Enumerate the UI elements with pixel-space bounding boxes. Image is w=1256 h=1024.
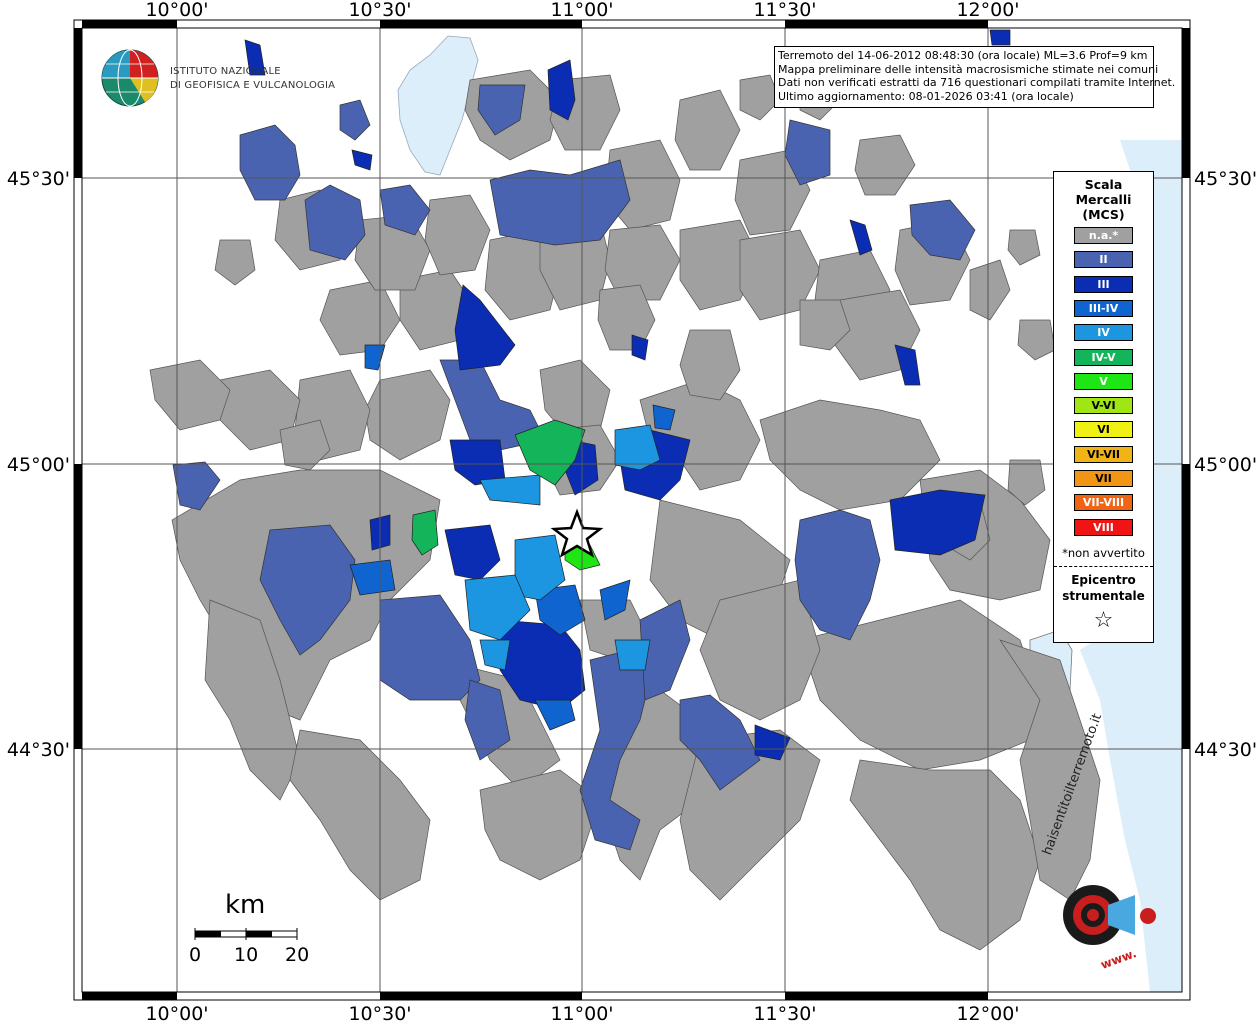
mcs-legend: Scala Mercalli (MCS) n.a.* II III III-IV IV I… bbox=[1053, 171, 1154, 643]
lat-label: 45°30' bbox=[1194, 168, 1256, 190]
legend-swatch: V bbox=[1074, 372, 1133, 390]
info-line-2: Mappa preliminare delle intensità macros… bbox=[778, 62, 1159, 76]
legend-swatch: VII-VIII bbox=[1074, 494, 1133, 512]
legend-swatch: II bbox=[1074, 251, 1133, 269]
legend-swatch: VIII bbox=[1074, 518, 1133, 536]
legend-title: Scala Mercalli (MCS) bbox=[1054, 177, 1153, 222]
lon-label: 11°00' bbox=[550, 0, 613, 21]
lon-label: 12°00' bbox=[956, 1003, 1019, 1024]
longitude-labels-top: 10°00' 10°30' 11°00' 11°30' 12°00' bbox=[145, 0, 1019, 21]
epicenter-star bbox=[550, 508, 604, 558]
legend-epicenter-label: Epicentro strumentale bbox=[1054, 572, 1153, 604]
lat-label: 44°30' bbox=[1194, 739, 1256, 761]
lon-label: 10°30' bbox=[348, 0, 411, 21]
municipalities-ii bbox=[172, 84, 976, 851]
legend-star-icon: ☆ bbox=[1093, 608, 1114, 633]
legend-epicenter-line: strumentale bbox=[1062, 589, 1145, 603]
lon-label: 12°00' bbox=[956, 0, 1019, 21]
legend-swatch: VII bbox=[1074, 470, 1133, 487]
legend-title-line: (MCS) bbox=[1082, 207, 1125, 222]
legend-swatch: IV-V bbox=[1074, 348, 1133, 366]
info-line-1: Terremoto del 14-06-2012 08:48:30 (ora l… bbox=[778, 49, 1148, 62]
legend-epicenter-line: Epicentro bbox=[1071, 573, 1136, 587]
legend-swatch: III bbox=[1074, 275, 1133, 293]
lon-label: 11°30' bbox=[753, 0, 816, 21]
logo-text-line2: DI GEOFISICA E VULCANOLOGIA bbox=[170, 80, 336, 91]
hsit-stamp-icon bbox=[1063, 885, 1156, 945]
legend-swatch: V-VI bbox=[1074, 397, 1133, 415]
lake-garda bbox=[397, 35, 479, 176]
ingv-logo-globe bbox=[101, 49, 159, 107]
latitude-labels-right: 45°30' 45°00' 44°30' bbox=[1194, 168, 1256, 761]
legend-swatch: IV bbox=[1074, 324, 1133, 342]
graticule bbox=[82, 28, 1182, 992]
scale-label: 10 bbox=[234, 944, 259, 966]
latitude-labels-left: 45°30' 45°00' 44°30' bbox=[7, 168, 70, 761]
lat-label: 44°30' bbox=[7, 739, 70, 761]
map-frame bbox=[73, 19, 1191, 1001]
legend-note: *non avvertito bbox=[1062, 546, 1145, 560]
lon-label: 10°30' bbox=[348, 1003, 411, 1024]
longitude-labels-bottom: 10°00' 10°30' 11°00' 11°30' 12°00' bbox=[145, 1003, 1019, 1024]
legend-title-line: Scala bbox=[1084, 177, 1123, 192]
legend-swatch: VI bbox=[1074, 421, 1133, 439]
lon-label: 10°00' bbox=[145, 0, 208, 21]
info-line-4: Ultimo aggiornamento: 08-01-2026 03:41 (… bbox=[778, 89, 1074, 103]
municipalities-iv bbox=[464, 424, 661, 671]
scale-bar bbox=[194, 928, 298, 940]
scale-label: 0 bbox=[189, 944, 202, 966]
info-line-3: Dati non verificati estratti da 716 ques… bbox=[778, 76, 1176, 89]
lon-label: 10°00' bbox=[145, 1003, 208, 1024]
lat-label: 45°30' bbox=[7, 168, 70, 190]
logo-text-line1: ISTITUTO NAZIONALE bbox=[170, 66, 281, 77]
legend-swatch: VI-VII bbox=[1074, 445, 1133, 463]
event-info-box: Terremoto del 14-06-2012 08:48:30 (ora l… bbox=[774, 46, 1176, 108]
scale-label: 20 bbox=[285, 944, 310, 966]
municipalities-iii-iv bbox=[349, 344, 676, 731]
lat-label: 45°00' bbox=[1194, 454, 1256, 476]
municipalities-iv-v bbox=[411, 419, 586, 556]
lat-label: 45°00' bbox=[7, 454, 70, 476]
legend-separator bbox=[1054, 566, 1153, 567]
lon-label: 11°00' bbox=[550, 1003, 613, 1024]
scale-unit: km bbox=[225, 890, 266, 920]
legend-swatch: III-IV bbox=[1074, 299, 1133, 317]
legend-title-line: Mercalli bbox=[1075, 192, 1132, 207]
lon-label: 11°30' bbox=[753, 1003, 816, 1024]
legend-swatch: n.a.* bbox=[1074, 227, 1133, 244]
